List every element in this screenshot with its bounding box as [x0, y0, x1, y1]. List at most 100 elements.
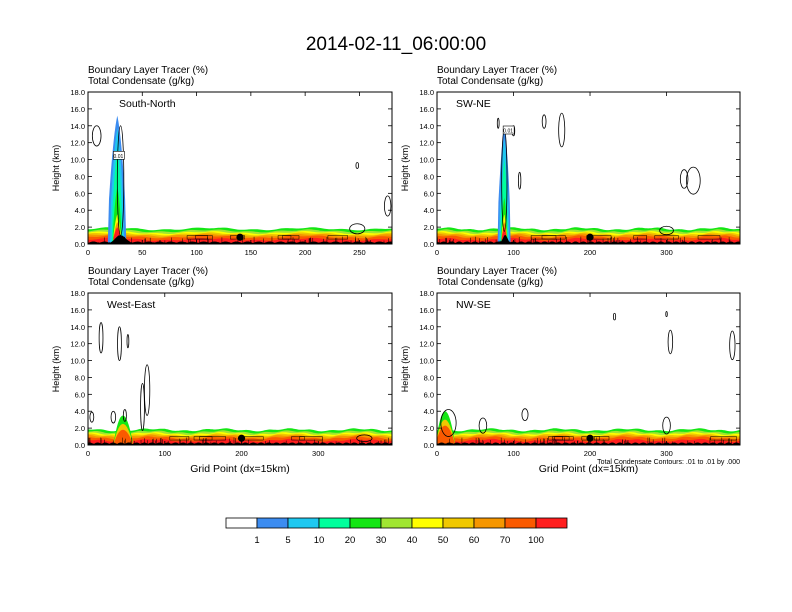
y-tick-label: 14.0 — [419, 323, 434, 332]
y-axis-label: Height (km) — [400, 145, 410, 192]
panel-label: SW-NE — [456, 98, 491, 110]
location-marker — [237, 434, 246, 442]
colorbar-swatch — [411, 517, 444, 529]
y-axis-label: Height (km) — [400, 346, 410, 393]
condensate-contour — [558, 112, 566, 148]
y-tick-label: 14.0 — [70, 122, 85, 131]
condensate-contour — [679, 169, 689, 189]
y-tick-label: 12.0 — [70, 139, 85, 148]
y-tick-label: 16.0 — [70, 306, 85, 315]
colorbar-label: 1 — [254, 535, 259, 546]
plot-frame — [87, 292, 393, 446]
y-tick-label: 0.0 — [75, 240, 85, 249]
condensate-contour — [140, 382, 145, 432]
colorbar-label: 20 — [345, 535, 356, 546]
contour-segment — [199, 436, 226, 441]
colorbar-label: 5 — [285, 535, 290, 546]
y-tick-label: 4.0 — [75, 206, 85, 215]
colorbar-label: 100 — [528, 535, 544, 546]
condensate-contour — [349, 223, 366, 235]
plot-frame — [436, 91, 741, 245]
plot-frame — [436, 292, 741, 446]
condensate-contour — [667, 329, 674, 355]
y-tick-label: 4.0 — [75, 407, 85, 416]
plume-bump-9 — [113, 429, 134, 445]
condensate-contour — [91, 125, 102, 147]
figure-title: 2014-02-11_06:00:00 — [306, 34, 486, 55]
plot-area: 0.01 — [437, 112, 740, 244]
contour-label-text: 0.01 — [114, 154, 124, 160]
y-tick-label: 14.0 — [419, 122, 434, 131]
contour-segment — [594, 436, 610, 441]
panel-west-east: Boundary Layer Tracer (%)Total Condensat… — [51, 266, 393, 475]
x-tick-label: 100 — [507, 248, 520, 257]
colorbar-swatch — [535, 517, 568, 529]
location-marker — [586, 233, 594, 241]
y-tick-label: 8.0 — [75, 172, 85, 181]
panel-header-condensate: Total Condensate (g/kg) — [437, 277, 543, 288]
y-axis-label: Height (km) — [51, 145, 61, 192]
condensate-contour — [126, 333, 130, 349]
panel-nw-se: Boundary Layer Tracer (%)Total Condensat… — [400, 266, 741, 475]
y-tick-label: 14.0 — [70, 323, 85, 332]
y-tick-label: 6.0 — [424, 189, 434, 198]
y-tick-label: 18.0 — [419, 88, 434, 97]
contour-segment — [299, 436, 323, 441]
plot-area: 0.01 — [88, 115, 392, 244]
x-tick-label: 200 — [584, 248, 597, 257]
x-axis-label: Grid Point (dx=15km) — [539, 463, 639, 475]
contour-label-box — [502, 125, 515, 135]
y-tick-label: 0.0 — [424, 441, 434, 450]
condensate-contour — [116, 125, 125, 236]
panel-sw-ne: Boundary Layer Tracer (%)Total Condensat… — [400, 65, 741, 257]
panel-header-tracer: Boundary Layer Tracer (%) — [88, 266, 208, 277]
contour-segment — [291, 436, 305, 441]
colorbar-swatch — [349, 517, 382, 529]
contour-label-box — [113, 151, 125, 160]
x-tick-label: 100 — [190, 248, 203, 257]
location-marker — [236, 233, 244, 241]
y-tick-label: 10.0 — [419, 357, 434, 366]
condensate-contour — [496, 117, 500, 129]
x-tick-label: 0 — [435, 449, 439, 458]
plot-area — [88, 322, 392, 445]
colorbar-swatch — [473, 517, 506, 529]
y-tick-label: 10.0 — [70, 156, 85, 165]
condensate-contour — [729, 330, 736, 361]
y-tick-label: 2.0 — [75, 223, 85, 232]
contour-segment — [327, 235, 348, 240]
terrain — [88, 442, 392, 445]
panel-header-tracer: Boundary Layer Tracer (%) — [437, 266, 557, 277]
colorbar-swatch — [380, 517, 413, 529]
panel-label: West-East — [107, 299, 155, 311]
y-tick-label: 16.0 — [70, 105, 85, 114]
contour-segment — [697, 235, 721, 240]
panel-header-condensate: Total Condensate (g/kg) — [437, 76, 543, 87]
y-tick-label: 2.0 — [424, 424, 434, 433]
contour-segment — [710, 436, 737, 441]
x-tick-label: 300 — [660, 248, 673, 257]
x-tick-label: 200 — [299, 248, 312, 257]
condensate-contour — [541, 114, 547, 129]
x-tick-label: 250 — [353, 248, 366, 257]
panel-header-condensate: Total Condensate (g/kg) — [88, 76, 194, 87]
y-tick-label: 6.0 — [75, 189, 85, 198]
condensate-contour — [117, 326, 122, 361]
condensate-contour — [478, 417, 488, 434]
plume-bump-9 — [437, 425, 456, 445]
panel-label: NW-SE — [456, 299, 491, 311]
x-tick-label: 300 — [660, 449, 673, 458]
condensate-contour — [144, 364, 151, 416]
panel-header-condensate: Total Condensate (g/kg) — [88, 277, 194, 288]
colorbar-swatch — [318, 517, 351, 529]
y-tick-label: 12.0 — [70, 340, 85, 349]
condensate-contour — [383, 195, 392, 217]
condensate-contour — [518, 171, 522, 190]
colorbar-label: 70 — [500, 535, 511, 546]
y-axis-label: Height (km) — [51, 346, 61, 393]
condensate-contour — [659, 225, 674, 236]
panel-south-north: Boundary Layer Tracer (%)Total Condensat… — [51, 65, 393, 257]
colorbar-label: 50 — [438, 535, 449, 546]
y-tick-label: 12.0 — [419, 139, 434, 148]
